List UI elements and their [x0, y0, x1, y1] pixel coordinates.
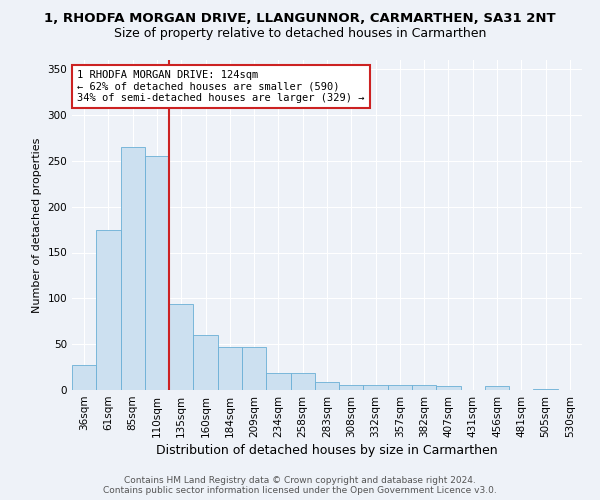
Bar [218, 347, 242, 390]
Text: 1, RHODFA MORGAN DRIVE, LLANGUNNOR, CARMARTHEN, SA31 2NT: 1, RHODFA MORGAN DRIVE, LLANGUNNOR, CARM… [44, 12, 556, 26]
Bar [315, 382, 339, 390]
Text: Size of property relative to detached houses in Carmarthen: Size of property relative to detached ho… [114, 28, 486, 40]
Bar [96, 230, 121, 390]
Bar [436, 386, 461, 390]
Bar [485, 386, 509, 390]
Bar [339, 384, 364, 390]
Bar [533, 389, 558, 390]
Bar [145, 156, 169, 390]
Bar [388, 386, 412, 390]
Bar [290, 372, 315, 390]
X-axis label: Distribution of detached houses by size in Carmarthen: Distribution of detached houses by size … [156, 444, 498, 457]
Text: Contains HM Land Registry data © Crown copyright and database right 2024.
Contai: Contains HM Land Registry data © Crown c… [103, 476, 497, 495]
Y-axis label: Number of detached properties: Number of detached properties [32, 138, 42, 312]
Bar [193, 335, 218, 390]
Bar [266, 372, 290, 390]
Bar [72, 365, 96, 390]
Bar [121, 147, 145, 390]
Bar [169, 304, 193, 390]
Bar [242, 347, 266, 390]
Text: 1 RHODFA MORGAN DRIVE: 124sqm
← 62% of detached houses are smaller (590)
34% of : 1 RHODFA MORGAN DRIVE: 124sqm ← 62% of d… [77, 70, 365, 103]
Bar [412, 386, 436, 390]
Bar [364, 386, 388, 390]
